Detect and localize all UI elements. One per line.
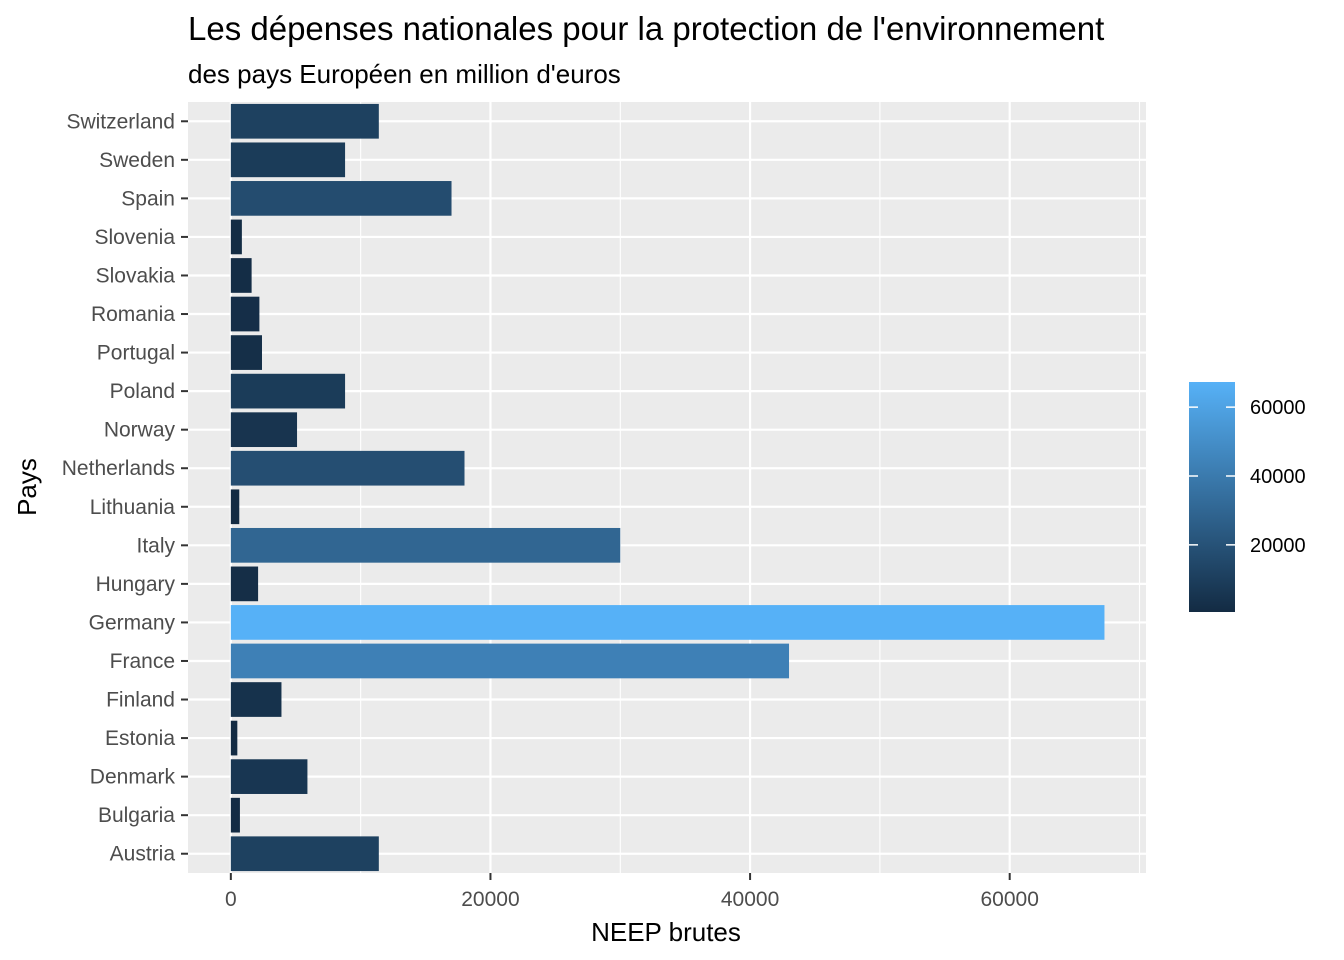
y-tick-label: Romania [91,303,175,326]
y-tick-label: Norway [104,419,176,442]
colorbar-tick-label: 40000 [1250,466,1306,488]
bar-austria [230,836,379,872]
y-tick-label: Lithuania [90,496,176,519]
y-tick-label: Bulgaria [98,804,175,827]
y-axis-title: Pays [12,458,42,516]
y-tick-label: Denmark [90,766,176,789]
bar-slovakia [230,258,252,293]
bar-finland [230,682,282,717]
color-legend: 20000 40000 60000 [1189,382,1306,612]
bar-slovenia [230,219,242,255]
bar-netherlands [230,450,465,486]
bar-lithuania [230,489,240,525]
chart-subtitle: des pays Européen en million d'euros [188,59,621,89]
x-axis: 0 20000 40000 60000 [225,873,1039,911]
colorbar-tick-label: 60000 [1250,397,1306,419]
y-tick-label: Italy [136,534,175,557]
bar-poland [230,373,346,409]
bar-denmark [230,759,308,794]
y-tick-label: Finland [106,689,175,712]
plot-panel [188,102,1146,873]
bar-switzerland [230,103,379,139]
bar-germany [230,605,1105,640]
y-tick-label: Slovakia [96,264,176,287]
y-tick-label: Hungary [96,573,176,596]
y-tick-label: Slovenia [94,226,175,249]
y-tick-label: Netherlands [62,457,175,480]
x-tick-label: 0 [225,888,237,911]
y-tick-label: Germany [89,611,176,634]
x-tick-label: 20000 [461,888,519,911]
chart-title: Les dépenses nationales pour la protecti… [188,10,1104,47]
bars [230,103,1105,872]
bar-bulgaria [230,797,240,833]
colorbar-tick-label: 20000 [1250,535,1306,557]
bar-portugal [230,335,262,370]
bar-norway [230,412,298,448]
y-tick-label: France [110,650,175,673]
y-tick-label: Spain [121,187,175,210]
y-tick-label: Sweden [99,149,175,172]
x-tick-label: 60000 [980,888,1038,911]
y-tick-label: Austria [110,843,176,866]
bar-hungary [230,566,259,602]
y-tick-label: Switzerland [66,110,175,133]
colorbar [1189,382,1235,612]
y-tick-label: Poland [110,380,175,403]
y-axis: Austria Bulgaria Denmark Estonia Finland Fran… [62,110,188,866]
x-tick-label: 40000 [721,888,779,911]
y-tick-label: Portugal [97,342,175,365]
bar-estonia [230,720,238,756]
bar-spain [230,181,452,216]
bar-sweden [230,142,346,178]
x-axis-title: NEEP brutes [591,917,741,947]
bar-france [230,643,790,679]
bar-romania [230,296,260,332]
y-tick-label: Estonia [105,727,175,750]
bar-italy [230,527,621,563]
